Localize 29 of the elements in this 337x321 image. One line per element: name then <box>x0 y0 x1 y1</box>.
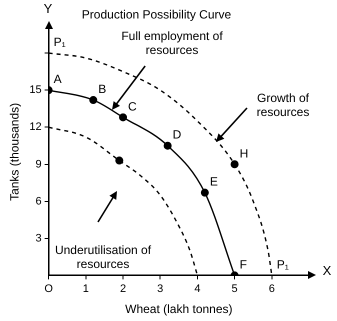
text: X <box>322 263 332 278</box>
y-tick-label: 15 <box>29 84 42 96</box>
x-axis-title: Wheat (lakh tonnes) <box>125 302 233 316</box>
annotation: Underutilisation of resources <box>54 243 152 271</box>
data-label: F <box>240 257 247 272</box>
x-tick-label: O <box>44 283 54 296</box>
y-tick-label: 3 <box>36 232 42 244</box>
y-axis-title: Tanks (thousands) <box>8 102 22 201</box>
data-label: H <box>240 146 248 160</box>
data-label: B <box>98 82 106 96</box>
y-tick-label: 12 <box>29 121 42 134</box>
data-label: P₁ <box>276 257 289 272</box>
x-tick-label: 1 <box>82 283 89 296</box>
x-tick-label: 3 <box>157 283 164 296</box>
data-label: E <box>210 174 218 189</box>
data-label: D <box>172 128 182 142</box>
data-label: A <box>54 72 62 86</box>
text: Y <box>42 1 54 16</box>
y-tick-label: 9 <box>36 158 42 170</box>
annotation: Growth of resources <box>256 91 310 119</box>
chart-title: Production Possibility Curve <box>82 8 232 22</box>
data-label: P₁ <box>54 35 66 50</box>
data-label: C <box>128 99 138 114</box>
x-tick-label: 2 <box>120 283 126 296</box>
y-tick-label: 6 <box>36 195 42 208</box>
x-tick-label: 6 <box>268 283 275 296</box>
annotation: Full employment of resources <box>120 29 224 57</box>
x-tick-label: 5 <box>232 283 238 296</box>
x-tick-label: 4 <box>194 283 200 296</box>
